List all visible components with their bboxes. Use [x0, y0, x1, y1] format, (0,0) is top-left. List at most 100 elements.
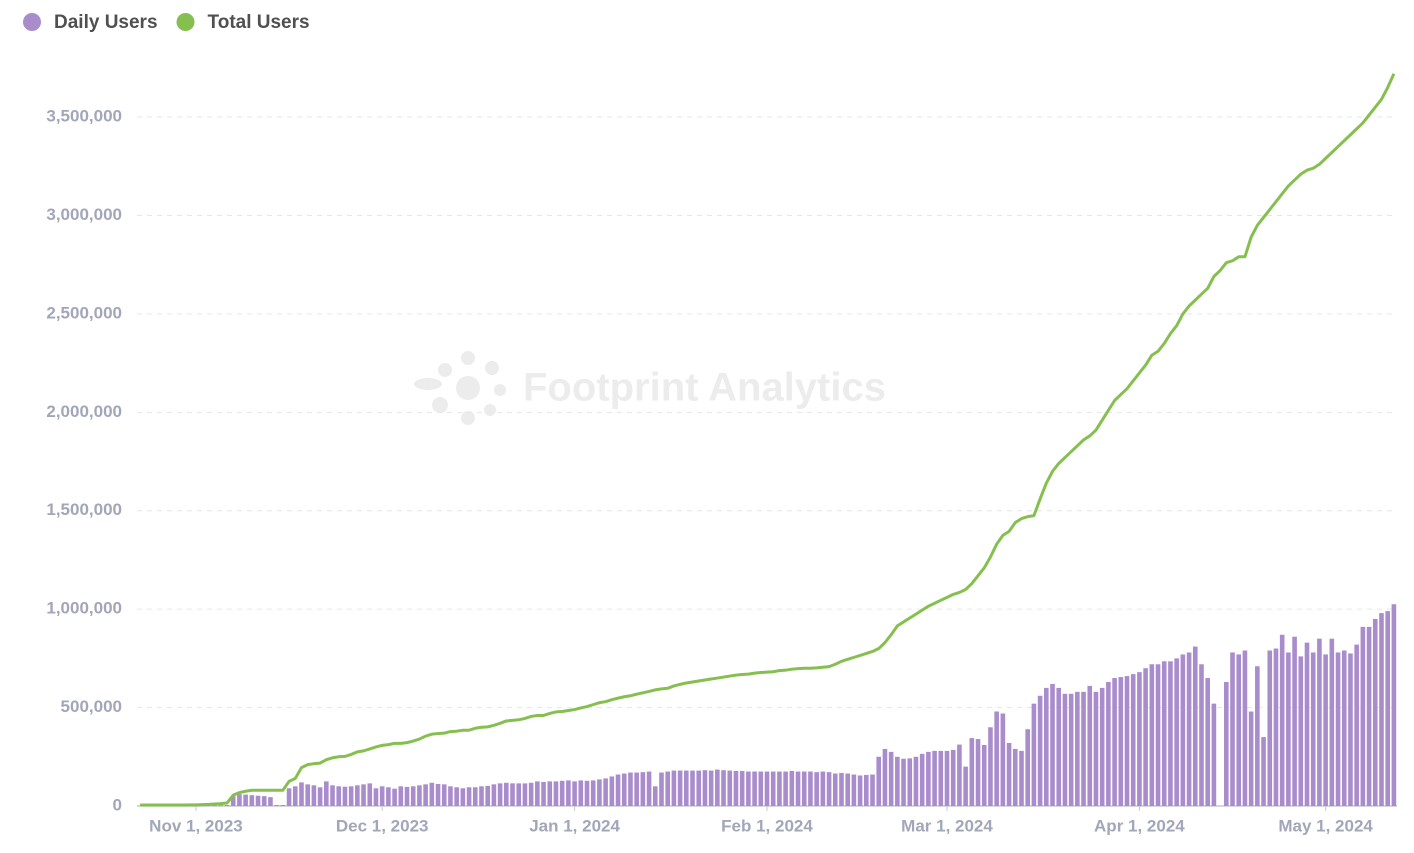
x-tick-label: May 1, 2024: [1278, 816, 1373, 835]
bar: [311, 785, 317, 806]
bar: [1391, 604, 1397, 806]
y-tick-label: 1,000,000: [46, 599, 122, 618]
bar: [1341, 650, 1347, 806]
bar: [497, 783, 503, 806]
y-tick-label: 2,000,000: [46, 402, 122, 421]
bar: [1304, 642, 1310, 806]
bar: [777, 771, 782, 806]
bar: [1317, 638, 1322, 806]
y-tick-label: 1,500,000: [46, 500, 122, 519]
bar: [621, 773, 627, 806]
bar: [392, 788, 397, 806]
bar: [690, 770, 695, 806]
bar: [814, 772, 819, 806]
bar: [1292, 636, 1297, 806]
bar: [1149, 664, 1155, 806]
bar: [1211, 703, 1217, 806]
bar: [665, 771, 670, 806]
bar: [913, 756, 919, 806]
bar: [373, 788, 379, 806]
bar: [969, 738, 975, 806]
bar: [1205, 678, 1210, 806]
bar: [1130, 674, 1136, 806]
x-tick-label: Jan 1, 2024: [529, 816, 620, 835]
bar: [671, 770, 677, 806]
bar: [851, 774, 857, 806]
bar: [963, 766, 968, 806]
bar: [1143, 668, 1148, 806]
bar: [1286, 652, 1291, 806]
bar: [1199, 664, 1204, 806]
bar: [410, 786, 416, 806]
watermark: Footprint Analytics: [414, 351, 886, 425]
legend-label: Daily Users: [54, 12, 158, 33]
bar: [1261, 737, 1266, 806]
bar: [764, 771, 770, 806]
bar: [1335, 652, 1341, 806]
bar: [845, 773, 850, 806]
bar: [1279, 634, 1285, 806]
line: [140, 73, 1396, 807]
bar: [330, 785, 335, 806]
bar: [1106, 681, 1111, 806]
bar: [1379, 613, 1384, 806]
bar: [1112, 678, 1117, 806]
bar: [224, 805, 230, 806]
bar: [882, 748, 888, 806]
bar: [230, 796, 236, 806]
bar: [957, 744, 962, 806]
bar: [504, 782, 509, 806]
bar: [1273, 648, 1279, 806]
bar: [684, 770, 689, 806]
bar: [1006, 743, 1012, 806]
bar: [584, 780, 590, 806]
bar: [566, 780, 571, 806]
bar: [832, 773, 838, 806]
bar: [342, 786, 348, 806]
bar: [876, 756, 882, 806]
bar: [317, 787, 323, 806]
bar: [1019, 750, 1024, 806]
bar: [733, 770, 739, 806]
bar: [404, 786, 410, 806]
x-tick-label: Apr 1, 2024: [1094, 816, 1185, 835]
bar: [386, 787, 391, 806]
bar: [348, 786, 354, 806]
bar: [1366, 626, 1372, 806]
bar: [758, 771, 764, 806]
bar: [249, 795, 255, 806]
bar: [1031, 703, 1037, 806]
bar: [1168, 661, 1173, 806]
bar: [268, 797, 273, 806]
bar: [981, 744, 987, 806]
bar: [1230, 652, 1235, 806]
bar: [1323, 654, 1328, 806]
legend-marker: [23, 13, 41, 31]
bar: [926, 751, 931, 806]
bar: [795, 771, 801, 806]
bar: [597, 779, 602, 806]
bar: [466, 787, 472, 806]
bar: [218, 805, 224, 806]
bar: [578, 780, 584, 806]
bar: [448, 786, 453, 806]
bar: [739, 770, 745, 806]
bar: [1255, 666, 1260, 806]
x-tick-label: Feb 1, 2024: [721, 816, 813, 835]
bar: [789, 770, 795, 806]
bar: [429, 782, 435, 806]
bar: [1180, 654, 1186, 806]
bar: [857, 775, 863, 806]
bar: [1093, 691, 1099, 806]
bar: [460, 788, 466, 806]
bar: [547, 781, 553, 806]
bar: [1056, 687, 1062, 806]
bar: [950, 749, 956, 806]
bar: [472, 787, 478, 806]
bar: [1044, 687, 1049, 806]
bar: [528, 782, 534, 806]
bar: [646, 771, 652, 806]
bar: [932, 750, 937, 806]
bar: [820, 771, 826, 806]
bar: [292, 786, 298, 806]
